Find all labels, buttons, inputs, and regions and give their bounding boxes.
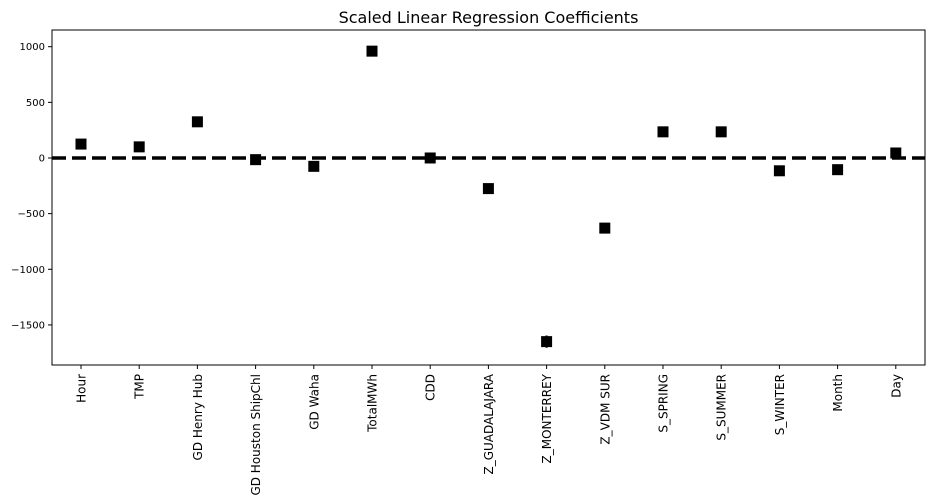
coefficient-marker: [541, 336, 553, 348]
coefficient-marker: [657, 126, 669, 138]
x-tick-label: Z_VDM SUR: [598, 374, 612, 445]
y-tick-label: −1500: [11, 320, 45, 331]
coefficient-marker: [890, 147, 902, 159]
coefficient-marker: [424, 152, 436, 164]
x-tick-label: Hour: [75, 374, 89, 403]
y-tick-label: 1000: [20, 42, 45, 53]
x-tick-label: GD Houston ShipChl: [249, 374, 263, 496]
x-tick-label: GD Waha: [307, 374, 321, 430]
coefficient-marker: [250, 154, 262, 166]
coefficient-marker: [599, 222, 611, 234]
x-tick-label: S_WINTER: [773, 374, 787, 435]
coefficient-marker: [191, 116, 203, 128]
x-axis: Hour TMP GD Henry Hub GD Houston ShipChl GD …: [75, 365, 903, 496]
y-tick-label: 500: [26, 98, 45, 109]
coefficient-marker: [75, 138, 87, 150]
y-tick-label: −1000: [11, 265, 45, 276]
coefficient-marker: [482, 183, 494, 195]
x-tick-label: S_SPRING: [657, 374, 671, 433]
plot-frame: [51, 29, 926, 366]
x-tick-label: Z_MONTERREY: [540, 373, 554, 463]
x-tick-label: TotalMWh: [366, 374, 380, 433]
coefficient-marker: [133, 141, 145, 153]
y-tick-label: 0: [39, 153, 45, 164]
chart-title: Scaled Linear Regression Coefficients: [339, 8, 639, 27]
coefficient-marker: [366, 45, 378, 57]
x-tick-label: TMP: [133, 374, 147, 400]
x-tick-label: Z_GUADALAJARA: [482, 373, 496, 474]
coefficient-marker: [832, 164, 844, 176]
x-tick-label: Month: [831, 374, 845, 412]
coefficient-marker: [715, 126, 727, 138]
y-tick-label: −500: [18, 209, 45, 220]
coefficient-markers: [75, 45, 902, 348]
x-tick-label: CDD: [424, 374, 438, 401]
coefficient-marker: [773, 165, 785, 177]
x-tick-label: Day: [889, 374, 903, 398]
x-tick-label: S_SUMMER: [715, 374, 729, 441]
coefficient-marker: [308, 160, 320, 172]
x-tick-label: GD Henry Hub: [191, 374, 205, 460]
y-axis: 1000 500 0 −500 −1000 −1500: [11, 42, 52, 331]
